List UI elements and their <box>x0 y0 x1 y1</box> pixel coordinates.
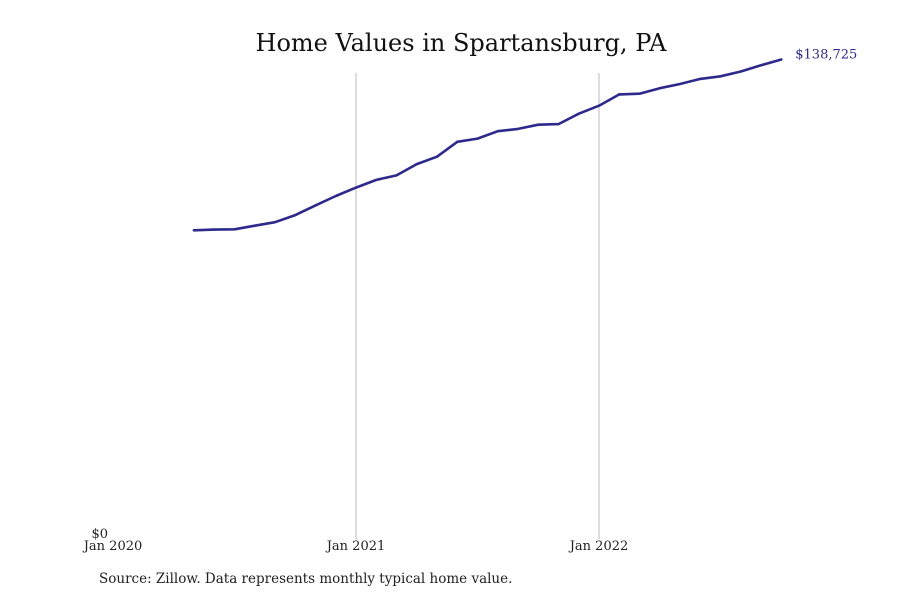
data-point-2021-09 <box>516 127 520 131</box>
data-point-2021-01 <box>354 186 358 189</box>
data-point-2022-06 <box>699 77 702 81</box>
data-point-2022-07 <box>719 75 722 78</box>
gridlines <box>355 73 600 539</box>
end-value-label: $138,725 <box>795 48 857 63</box>
x-tick-label: Jan 2020 <box>82 539 143 554</box>
data-point-2021-08 <box>496 129 499 133</box>
data-point-2021-05 <box>435 155 439 158</box>
data-point-2021-12 <box>577 112 580 115</box>
y-axis-ticks: $0 <box>91 527 108 542</box>
data-point-2022-05 <box>678 82 682 86</box>
x-tick-label: Jan 2022 <box>568 539 629 554</box>
data-point-2021-07 <box>476 137 479 140</box>
data-points <box>192 58 783 232</box>
data-point-2021-02 <box>375 178 378 182</box>
x-tick-label: Jan 2021 <box>325 539 386 554</box>
data-point-2021-06 <box>456 140 459 144</box>
data-point-2022-04 <box>658 87 661 90</box>
data-point-2022-09 <box>759 64 763 67</box>
data-point-2022-03 <box>638 92 641 95</box>
data-point-2021-11 <box>557 122 560 126</box>
data-point-2022-01 <box>597 104 601 107</box>
data-point-2020-08 <box>253 224 256 227</box>
data-point-2020-07 <box>233 228 236 231</box>
data-point-2021-03 <box>395 174 398 177</box>
y-tick-label: $0 <box>91 527 108 542</box>
chart-title: Home Values in Spartansburg, PA <box>256 29 668 57</box>
data-point-2020-06 <box>213 228 216 231</box>
data-point-2020-11 <box>314 204 317 207</box>
data-point-2021-10 <box>537 123 540 126</box>
source-note: Source: Zillow. Data represents monthly … <box>99 571 513 587</box>
data-point-2020-10 <box>294 213 297 217</box>
data-point-2020-05 <box>192 229 196 232</box>
data-point-2022-08 <box>739 70 742 73</box>
x-axis-ticks: Jan 2020 Jan 2021 Jan 2022 <box>82 539 629 554</box>
data-point-2022-10 <box>780 58 783 61</box>
data-point-2021-04 <box>415 162 418 166</box>
data-point-2020-12 <box>334 194 337 198</box>
data-point-2022-02 <box>618 93 621 96</box>
data-point-2020-09 <box>273 220 277 224</box>
home-value-line <box>192 58 783 232</box>
